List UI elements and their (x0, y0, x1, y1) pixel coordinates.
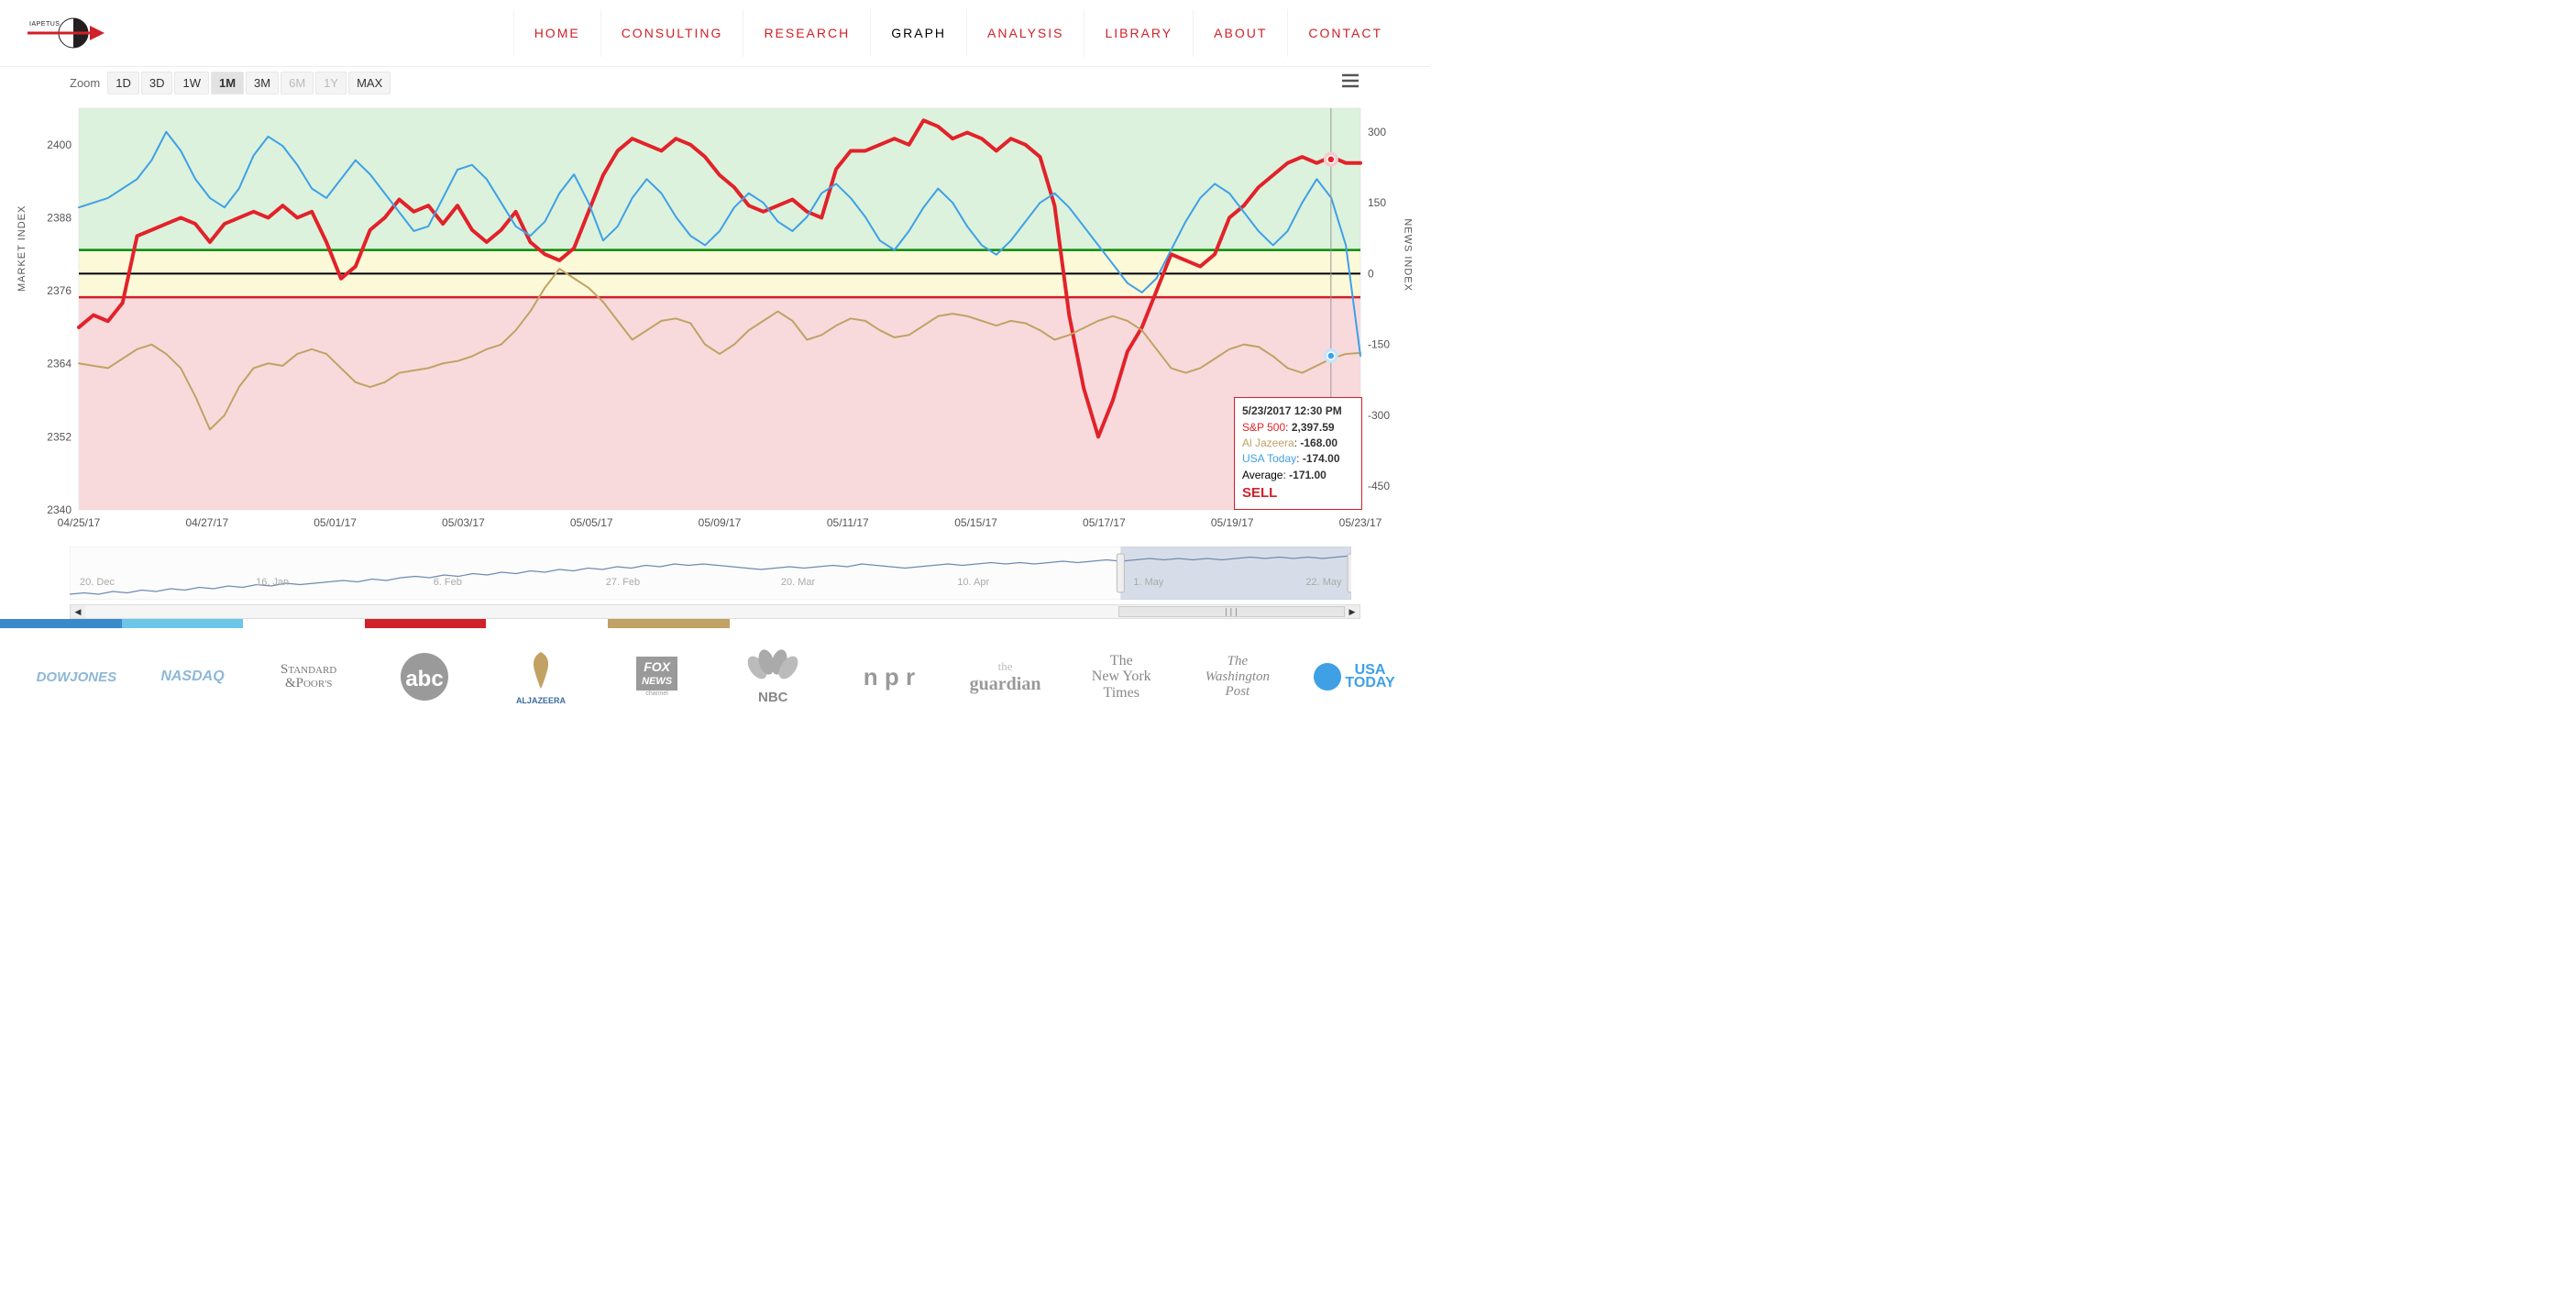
tooltip-row: S&P 500: 2,397.59 (1242, 420, 1354, 436)
y-right-axis-label: NEWS INDEX (1403, 218, 1414, 292)
svg-text:05/17/17: 05/17/17 (1083, 516, 1126, 529)
zoom-label: Zoom (70, 76, 100, 90)
source-logo[interactable]: ALJAZEERA (486, 645, 596, 709)
source-logo[interactable]: abc (369, 645, 479, 709)
source-tab[interactable] (243, 619, 365, 628)
nav-home[interactable]: HOME (513, 9, 600, 57)
scroll-right-icon[interactable]: ▶ (1345, 605, 1360, 618)
source-logo[interactable]: n p r (834, 645, 944, 709)
zoom-max[interactable]: MAX (348, 72, 391, 94)
source-tab[interactable] (608, 619, 730, 628)
svg-text:10. Apr: 10. Apr (957, 577, 989, 588)
svg-text:2388: 2388 (47, 211, 72, 224)
nav: HOMECONSULTINGRESEARCHGRAPHANALYSISLIBRA… (513, 9, 1403, 57)
y-left-axis-label: MARKET INDEX (17, 205, 28, 292)
source-tabs (0, 619, 1430, 628)
svg-text:300: 300 (1368, 126, 1386, 138)
main-chart[interactable]: MARKET INDEX 234023522364237623882400-45… (28, 99, 1403, 539)
source-logo[interactable]: TheNew YorkTimes (1066, 645, 1176, 709)
svg-text:05/09/17: 05/09/17 (699, 516, 742, 529)
svg-text:05/23/17: 05/23/17 (1339, 516, 1382, 529)
chart-menu-icon[interactable] (1340, 72, 1360, 94)
source-logo[interactable]: NASDAQ (138, 645, 248, 709)
svg-text:05/19/17: 05/19/17 (1211, 516, 1254, 529)
tooltip-row: Average: -171.00 (1242, 468, 1354, 483)
header: IAPETUS HOMECONSULTINGRESEARCHGRAPHANALY… (0, 0, 1430, 67)
brand-text: IAPETUS (29, 21, 60, 28)
scroll-left-icon[interactable]: ◀ (71, 605, 85, 618)
svg-text:2400: 2400 (47, 138, 72, 151)
source-logo[interactable]: STANDARD&POOR'S (254, 645, 364, 709)
source-logos: DOWJONESNASDAQSTANDARD&POOR'S abc ALJAZEER… (0, 628, 1430, 718)
source-tab[interactable] (0, 619, 122, 628)
svg-text:0: 0 (1368, 267, 1374, 280)
source-logo[interactable]: TheWashingtonPost (1183, 645, 1293, 709)
nav-research[interactable]: RESEARCH (743, 9, 870, 57)
svg-text:20. Dec: 20. Dec (80, 577, 115, 588)
zoom-1m[interactable]: 1M (211, 72, 244, 94)
svg-text:6. Feb: 6. Feb (434, 577, 462, 588)
source-tab[interactable] (486, 619, 608, 628)
svg-text:20. Mar: 20. Mar (781, 577, 816, 588)
svg-text:04/27/17: 04/27/17 (185, 516, 228, 529)
svg-text:1. May: 1. May (1133, 577, 1164, 588)
svg-text:abc: abc (406, 667, 444, 691)
zoom-1d[interactable]: 1D (107, 72, 139, 94)
svg-text:27. Feb: 27. Feb (606, 577, 640, 588)
svg-text:05/05/17: 05/05/17 (570, 516, 613, 529)
source-logo[interactable]: theguardian (951, 645, 1061, 709)
nav-library[interactable]: LIBRARY (1084, 9, 1193, 57)
nav-consulting[interactable]: CONSULTING (600, 9, 743, 57)
navigator-chart[interactable]: 20. Dec 16. Jan 6. Feb 27. Feb 20. Mar 10. Ap… (70, 547, 1360, 604)
tooltip-signal: SELL (1242, 483, 1354, 503)
zoom-3m[interactable]: 3M (246, 72, 279, 94)
nav-analysis[interactable]: ANALYSIS (966, 9, 1084, 57)
source-tab[interactable] (122, 619, 244, 628)
zoom-3d[interactable]: 3D (141, 72, 173, 94)
tooltip-time: 5/23/2017 12:30 PM (1242, 403, 1354, 419)
nav-contact[interactable]: CONTACT (1287, 9, 1403, 57)
tooltip-row: Al Jazeera: -168.00 (1242, 436, 1354, 451)
navigator-scrollbar[interactable]: ◀ ∣∣∣ ▶ (70, 604, 1360, 619)
svg-text:2364: 2364 (47, 358, 72, 370)
source-logo[interactable]: DOWJONES (21, 645, 131, 709)
svg-text:22. May: 22. May (1305, 577, 1342, 588)
source-logo[interactable]: NBC (718, 645, 828, 709)
nav-about[interactable]: ABOUT (1193, 9, 1287, 57)
source-tab[interactable] (365, 619, 487, 628)
svg-text:2340: 2340 (47, 503, 72, 516)
svg-text:-450: -450 (1368, 480, 1390, 492)
scroll-track[interactable]: ∣∣∣ (85, 605, 1345, 618)
tooltip-row: USA Today: -174.00 (1242, 451, 1354, 467)
brand-logo[interactable]: IAPETUS (28, 17, 110, 50)
svg-text:16. Jan: 16. Jan (256, 577, 289, 588)
svg-text:05/15/17: 05/15/17 (954, 516, 997, 529)
nav-graph[interactable]: GRAPH (870, 9, 966, 57)
chart-tooltip: 5/23/2017 12:30 PM S&P 500: 2,397.59Al J… (1234, 397, 1362, 510)
svg-text:05/03/17: 05/03/17 (442, 516, 485, 529)
zoom-6m: 6M (281, 72, 314, 94)
svg-text:04/25/17: 04/25/17 (58, 516, 101, 529)
chart-toolbar: Zoom 1D3D1W1M3M6M1YMAX (0, 67, 1430, 95)
svg-text:150: 150 (1368, 196, 1386, 209)
zoom-1w[interactable]: 1W (174, 72, 209, 94)
svg-text:05/11/17: 05/11/17 (827, 516, 869, 529)
source-logo[interactable]: FOXNEWSchannel (602, 645, 712, 709)
scroll-thumb[interactable]: ∣∣∣ (1118, 606, 1345, 617)
source-logo[interactable]: USATODAY (1299, 645, 1409, 709)
svg-text:05/01/17: 05/01/17 (314, 516, 357, 529)
source-tab[interactable] (730, 619, 1416, 628)
svg-text:-150: -150 (1368, 338, 1390, 351)
svg-text:2352: 2352 (47, 430, 72, 443)
svg-text:-300: -300 (1368, 409, 1390, 422)
zoom-1y: 1Y (315, 72, 347, 94)
svg-text:2376: 2376 (47, 284, 72, 297)
